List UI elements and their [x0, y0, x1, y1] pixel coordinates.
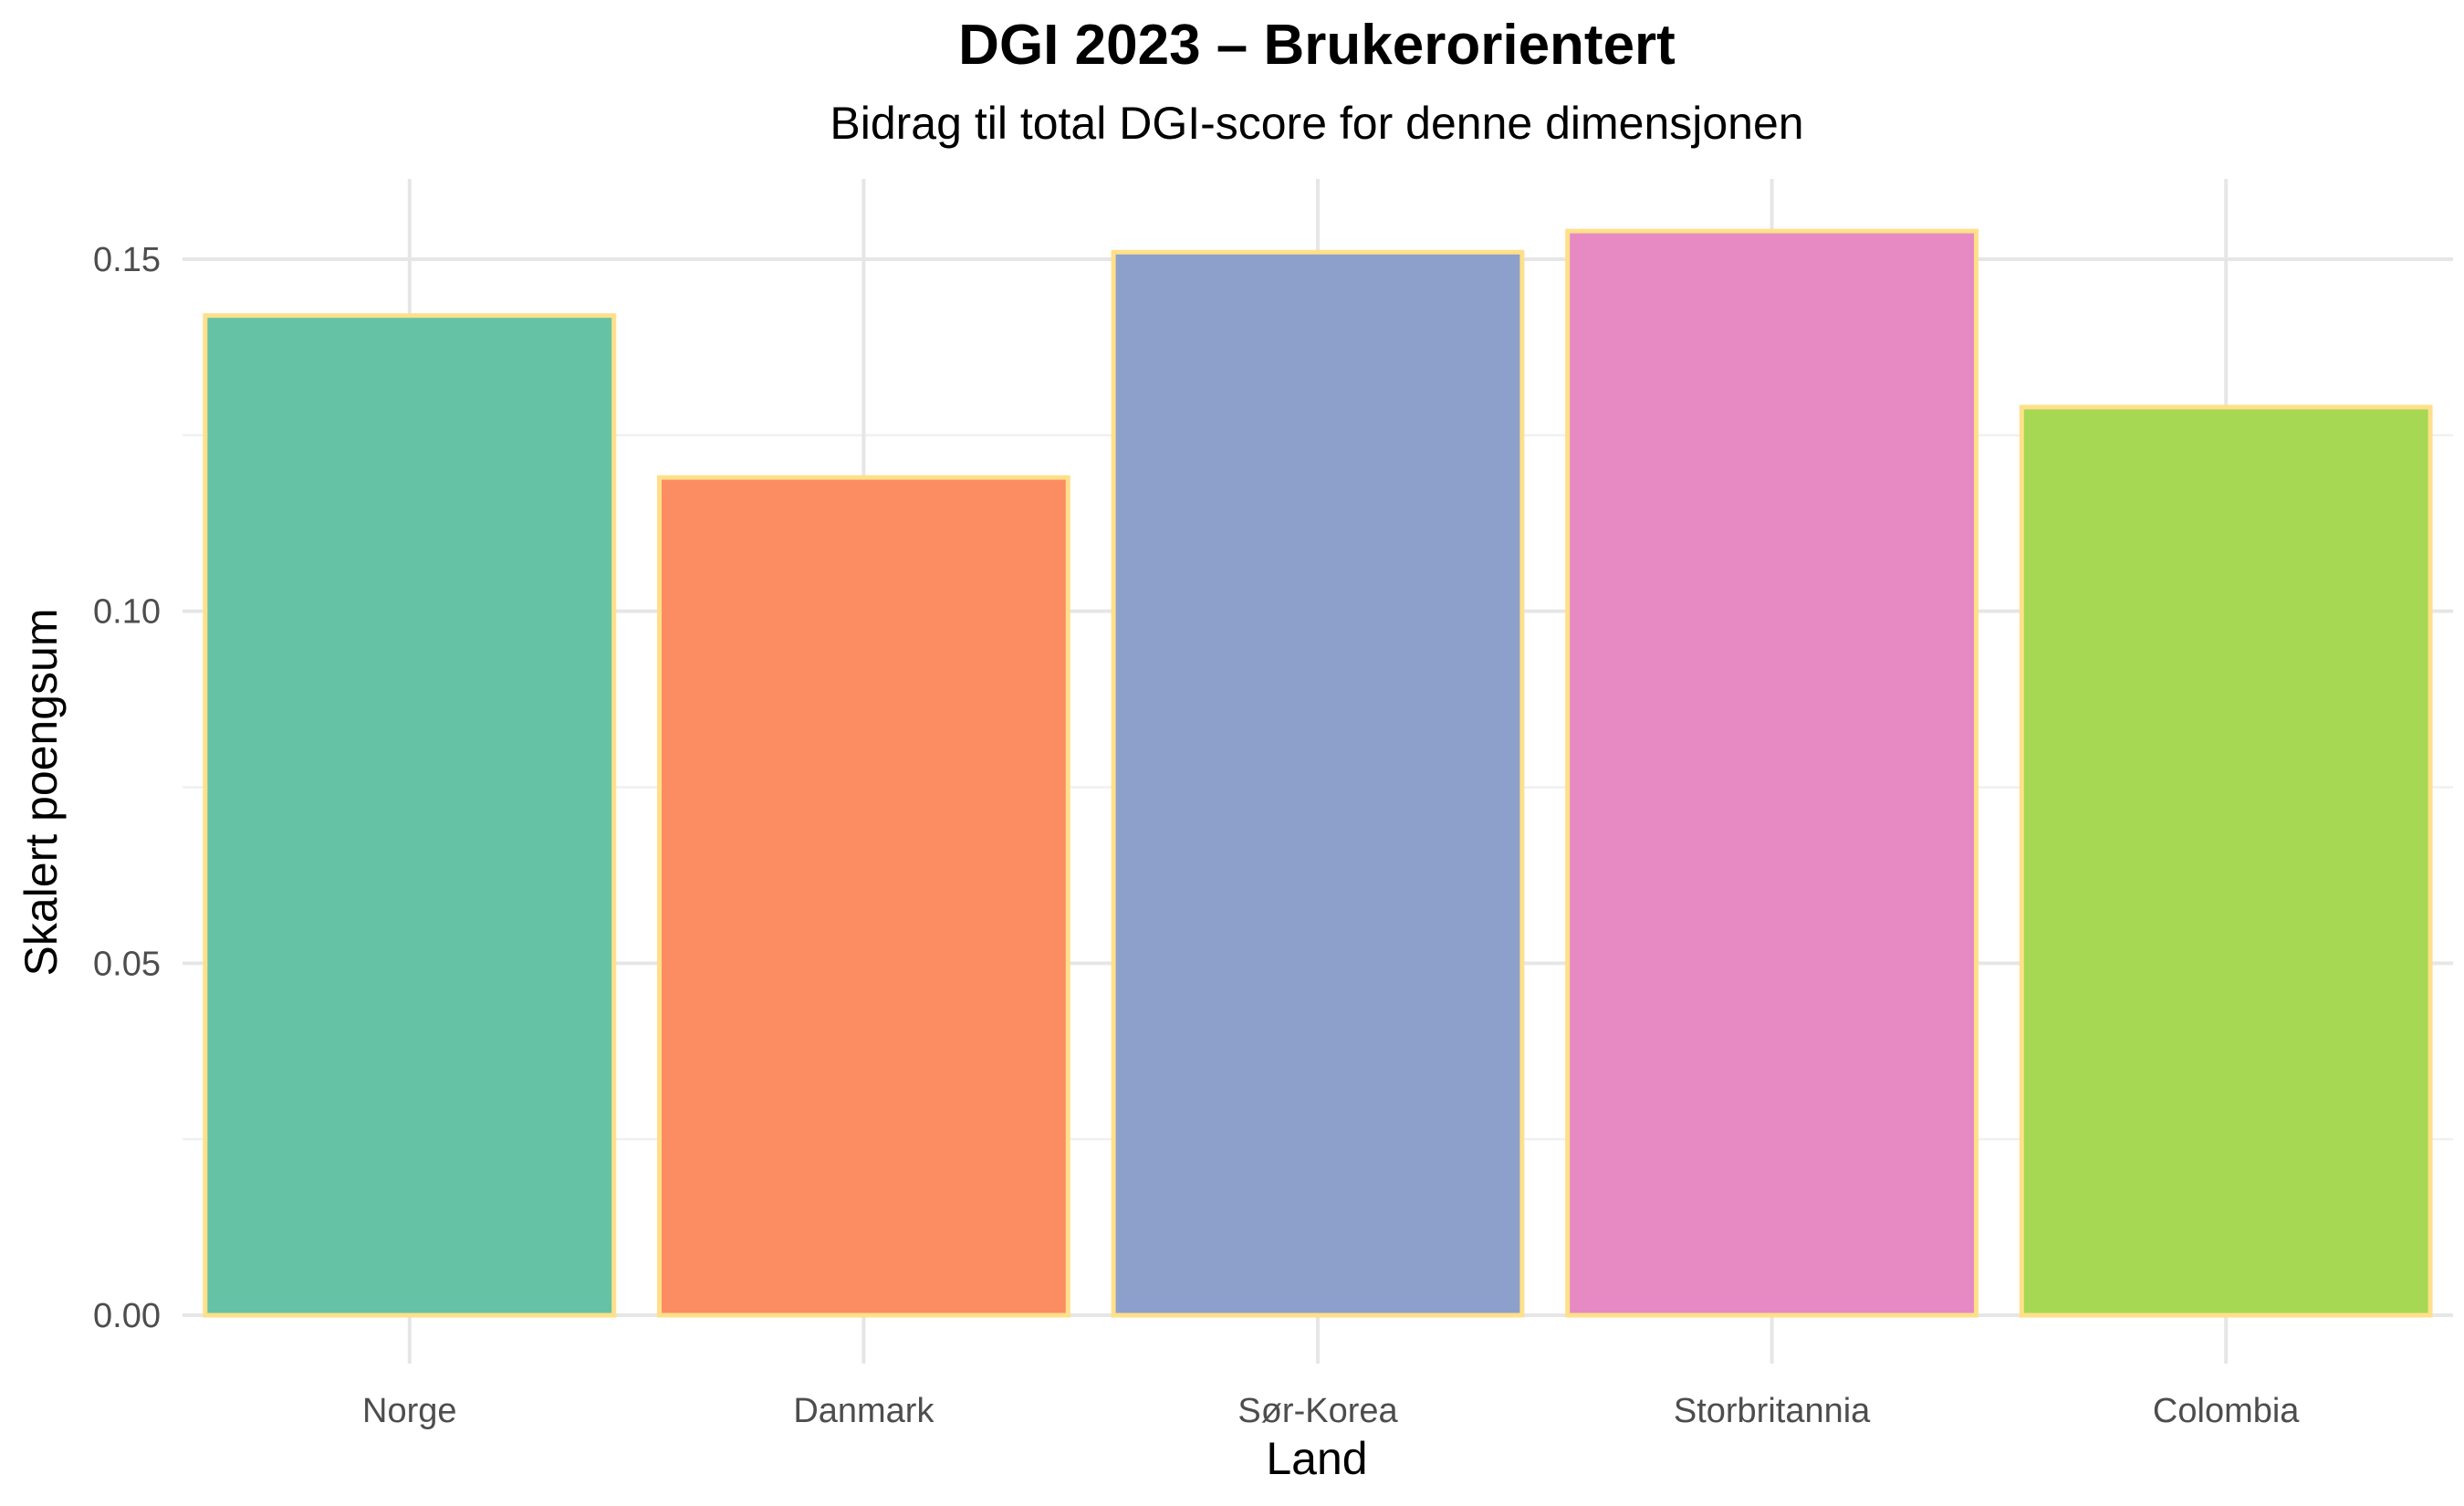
- bar-storbritannia: [1565, 228, 1979, 1318]
- x-tick-label: Norge: [362, 1392, 457, 1430]
- bar-sør-korea: [1111, 249, 1525, 1318]
- bar-danmark: [656, 475, 1070, 1318]
- bar-norge: [203, 313, 617, 1318]
- x-tick-label: Sør-Korea: [1237, 1392, 1398, 1430]
- bars: [203, 228, 2433, 1318]
- x-axis-title: Land: [1266, 1433, 1367, 1484]
- chart-subtitle: Bidrag til total DGI-score for denne dim…: [830, 98, 1803, 149]
- y-axis-ticks: 0.00 0.05 0.10 0.15: [93, 241, 161, 1335]
- y-tick-label: 0.10: [93, 593, 161, 632]
- bar-colombia: [2019, 404, 2433, 1318]
- y-tick-label: 0.05: [93, 945, 161, 983]
- y-tick-label: 0.00: [93, 1297, 161, 1335]
- x-tick-label: Danmark: [793, 1392, 934, 1430]
- y-axis-title: Skalert poengsum: [16, 608, 67, 976]
- x-tick-label: Colombia: [2153, 1392, 2300, 1430]
- y-tick-label: 0.15: [93, 241, 161, 279]
- x-tick-label: Storbritannia: [1674, 1392, 1871, 1430]
- x-axis-ticks: Norge Danmark Sør-Korea Storbritannia Colomb…: [362, 1392, 2300, 1430]
- chart-title: DGI 2023 – Brukerorientert: [958, 14, 1676, 77]
